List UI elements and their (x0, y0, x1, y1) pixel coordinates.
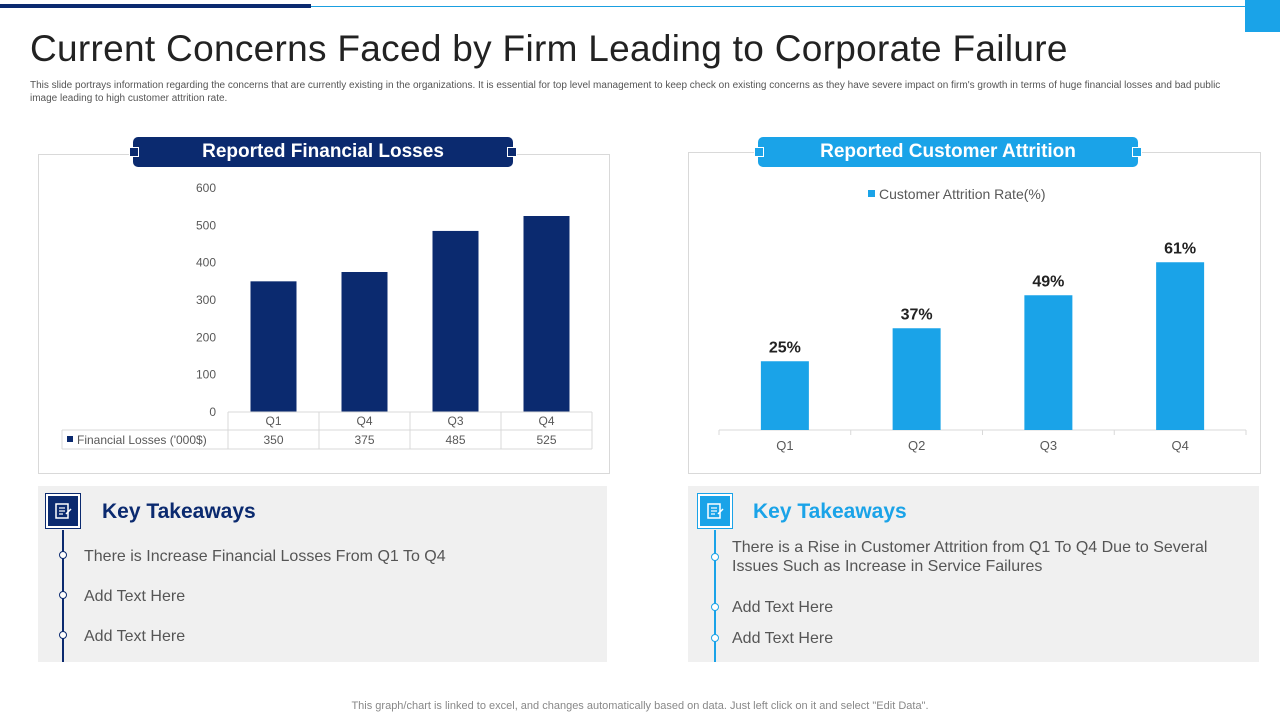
data-label: 37% (901, 306, 933, 323)
timeline-dot (59, 591, 67, 599)
y-tick-label: 400 (196, 256, 216, 270)
bar-q4 (523, 216, 570, 412)
bar-q4 (1156, 262, 1205, 430)
left-key-takeaways-box (38, 486, 607, 662)
timeline-dot (59, 551, 67, 559)
header-accent-bar (0, 4, 311, 8)
x-category-label: Q4 (356, 414, 372, 428)
takeaway-text: Add Text Here (84, 628, 186, 645)
bar-q2 (892, 328, 941, 430)
financial-losses-chart[interactable]: 0 100 200 300 400 500 600 Q1 Q4 Q3 Q4 Financial Los… (39, 155, 609, 473)
header-rule (311, 6, 1245, 7)
x-category-label: Q1 (776, 438, 793, 453)
data-label: 61% (1164, 240, 1196, 257)
page-title: Current Concerns Faced by Firm Leading t… (30, 28, 1068, 69)
x-category-label: Q2 (908, 438, 925, 453)
timeline-dot (711, 634, 719, 642)
heading-handle-left (754, 147, 764, 157)
bar-q1 (250, 281, 297, 412)
table-value: 375 (354, 433, 374, 447)
heading-handle-right (1132, 147, 1142, 157)
clipboard-icon (45, 493, 81, 529)
customer-attrition-heading: Reported Customer Attrition (758, 137, 1138, 167)
y-tick-label: 500 (196, 218, 216, 232)
table-value: 525 (536, 433, 556, 447)
x-category-label: Q1 (265, 414, 281, 428)
right-key-takeaways-box (688, 486, 1259, 662)
data-label: 49% (1032, 273, 1064, 290)
bar-q1 (760, 361, 809, 430)
takeaway-text: There is a Rise in Customer Attrition fr… (732, 539, 1208, 575)
data-label: 25% (769, 339, 801, 356)
page-description: This slide portrays information regardin… (30, 80, 1221, 104)
legend-label: Customer Attrition Rate(%) (879, 186, 1046, 202)
series-name-label: Financial Losses ('000$) (77, 433, 207, 447)
table-value: 485 (445, 433, 465, 447)
clipboard-icon (697, 493, 733, 529)
timeline-line (714, 530, 716, 662)
legend-swatch (67, 436, 73, 442)
x-category-label: Q3 (1040, 438, 1057, 453)
right-key-takeaways-title: Key Takeaways (753, 500, 907, 523)
table-value: 350 (263, 433, 283, 447)
x-category-label: Q4 (1171, 438, 1188, 453)
corner-accent-square (1245, 0, 1280, 32)
financial-losses-heading: Reported Financial Losses (133, 137, 513, 167)
takeaway-text: Add Text Here (732, 630, 834, 647)
timeline-dot (711, 553, 719, 561)
customer-attrition-chart-panel[interactable]: Customer Attrition Rate(%) 25% Q1 37% Q2 49% Q… (688, 152, 1261, 474)
bar-q2 (341, 272, 388, 412)
footer-note: This graph/chart is linked to excel, and… (351, 700, 929, 712)
y-tick-label: 300 (196, 293, 216, 307)
bar-q3 (1024, 295, 1073, 430)
financial-losses-chart-panel[interactable]: 0 100 200 300 400 500 600 Q1 Q4 Q3 Q4 Financial Los… (38, 154, 610, 474)
bar-q3 (432, 230, 479, 412)
legend-swatch (868, 190, 875, 197)
y-tick-label: 100 (196, 368, 216, 382)
y-tick-label: 0 (209, 405, 216, 419)
takeaway-text: Add Text Here (732, 599, 834, 616)
timeline-dot (711, 603, 719, 611)
x-category-label: Q4 (538, 414, 554, 428)
y-tick-label: 600 (196, 181, 216, 195)
y-tick-label: 200 (196, 330, 216, 344)
left-key-takeaways-title: Key Takeaways (102, 500, 256, 523)
takeaway-text: There is Increase Financial Losses From … (84, 548, 446, 565)
heading-handle-right (507, 147, 517, 157)
timeline-dot (59, 631, 67, 639)
takeaway-text: Add Text Here (84, 588, 186, 605)
customer-attrition-chart[interactable]: Customer Attrition Rate(%) 25% Q1 37% Q2 49% Q… (689, 153, 1260, 473)
heading-handle-left (129, 147, 139, 157)
x-category-label: Q3 (447, 414, 463, 428)
